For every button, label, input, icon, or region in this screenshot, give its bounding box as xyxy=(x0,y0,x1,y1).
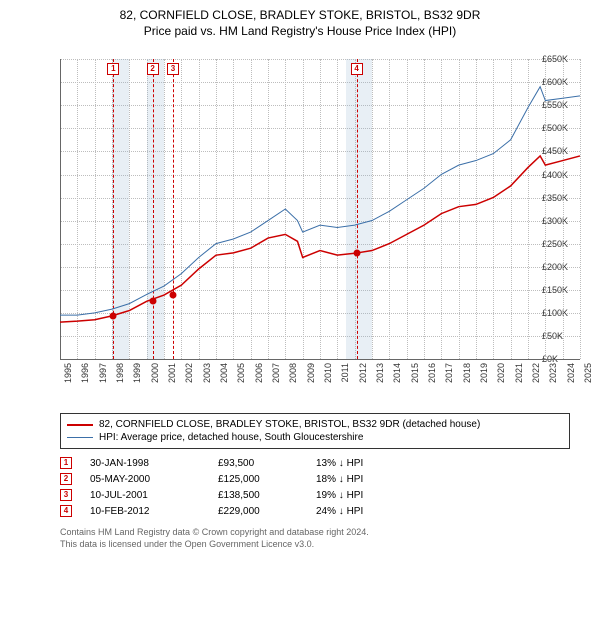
x-tick-label: 2001 xyxy=(167,363,177,383)
footer-line1: Contains HM Land Registry data © Crown c… xyxy=(60,527,590,539)
txn-price: £125,000 xyxy=(218,474,298,485)
txn-marker: 1 xyxy=(60,457,72,469)
x-tick-label: 1997 xyxy=(98,363,108,383)
x-tick-label: 2003 xyxy=(202,363,212,383)
x-tick-label: 2009 xyxy=(306,363,316,383)
txn-date: 05-MAY-2000 xyxy=(90,474,200,485)
x-tick-label: 2005 xyxy=(236,363,246,383)
x-axis xyxy=(60,359,580,360)
x-tick-label: 2015 xyxy=(410,363,420,383)
x-tick-label: 2007 xyxy=(271,363,281,383)
x-tick-label: 1998 xyxy=(115,363,125,383)
x-tick-label: 2023 xyxy=(548,363,558,383)
transactions-table: 1 30-JAN-1998 £93,500 13% ↓ HPI 2 05-MAY-2000… xyxy=(60,455,570,519)
chart-legend: 82, CORNFIELD CLOSE, BRADLEY STOKE, BRIS… xyxy=(60,413,570,449)
sale-dot xyxy=(353,250,360,257)
series-lines xyxy=(60,59,580,359)
txn-vs-hpi: 24% ↓ HPI xyxy=(316,506,426,517)
legend-swatch xyxy=(67,437,93,438)
x-tick-label: 2012 xyxy=(358,363,368,383)
page-title: 82, CORNFIELD CLOSE, BRADLEY STOKE, BRIS… xyxy=(10,8,590,39)
x-tick-label: 2020 xyxy=(496,363,506,383)
x-tick-label: 1999 xyxy=(132,363,142,383)
x-tick-label: 2011 xyxy=(340,363,350,382)
txn-marker: 2 xyxy=(60,473,72,485)
grid-line-v xyxy=(580,59,581,359)
txn-date: 30-JAN-1998 xyxy=(90,458,200,469)
legend-swatch xyxy=(67,424,93,426)
txn-vs-hpi: 18% ↓ HPI xyxy=(316,474,426,485)
x-tick-label: 2024 xyxy=(566,363,576,383)
legend-item: HPI: Average price, detached house, Sout… xyxy=(67,431,563,444)
table-row: 3 10-JUL-2001 £138,500 19% ↓ HPI xyxy=(60,487,570,503)
txn-date: 10-FEB-2012 xyxy=(90,506,200,517)
txn-date: 10-JUL-2001 xyxy=(90,490,200,501)
txn-price: £93,500 xyxy=(218,458,298,469)
x-tick-label: 2018 xyxy=(462,363,472,383)
x-tick-label: 1996 xyxy=(80,363,90,383)
sale-dot xyxy=(149,298,156,305)
sale-dot xyxy=(170,292,177,299)
txn-vs-hpi: 19% ↓ HPI xyxy=(316,490,426,501)
x-tick-label: 2022 xyxy=(531,363,541,383)
series-property xyxy=(60,156,580,322)
x-tick-label: 2016 xyxy=(427,363,437,383)
title-line1: 82, CORNFIELD CLOSE, BRADLEY STOKE, BRIS… xyxy=(10,8,590,24)
x-tick-label: 2017 xyxy=(444,363,454,383)
x-tick-label: 2002 xyxy=(184,363,194,383)
x-tick-label: 2025 xyxy=(583,363,593,383)
txn-vs-hpi: 13% ↓ HPI xyxy=(316,458,426,469)
txn-price: £229,000 xyxy=(218,506,298,517)
table-row: 4 10-FEB-2012 £229,000 24% ↓ HPI xyxy=(60,503,570,519)
txn-marker: 4 xyxy=(60,505,72,517)
x-tick-label: 2004 xyxy=(219,363,229,383)
x-tick-label: 2014 xyxy=(392,363,402,383)
legend-item: 82, CORNFIELD CLOSE, BRADLEY STOKE, BRIS… xyxy=(67,418,563,431)
x-tick-label: 2010 xyxy=(323,363,333,383)
series-hpi xyxy=(60,87,580,315)
table-row: 1 30-JAN-1998 £93,500 13% ↓ HPI xyxy=(60,455,570,471)
x-tick-label: 2019 xyxy=(479,363,489,383)
x-tick-label: 1995 xyxy=(63,363,73,383)
footer-line2: This data is licensed under the Open Gov… xyxy=(60,539,590,551)
table-row: 2 05-MAY-2000 £125,000 18% ↓ HPI xyxy=(60,471,570,487)
sale-dot xyxy=(110,313,117,320)
x-tick-label: 2000 xyxy=(150,363,160,383)
legend-label: HPI: Average price, detached house, Sout… xyxy=(99,432,363,443)
title-line2: Price paid vs. HM Land Registry's House … xyxy=(10,24,590,40)
price-hpi-chart: £0K£50K£100K£150K£200K£250K£300K£350K£40… xyxy=(10,45,590,405)
x-tick-label: 2021 xyxy=(514,363,524,383)
x-tick-label: 2013 xyxy=(375,363,385,383)
txn-price: £138,500 xyxy=(218,490,298,501)
data-attribution: Contains HM Land Registry data © Crown c… xyxy=(60,527,590,550)
txn-marker: 3 xyxy=(60,489,72,501)
x-tick-label: 2006 xyxy=(254,363,264,383)
legend-label: 82, CORNFIELD CLOSE, BRADLEY STOKE, BRIS… xyxy=(99,419,480,430)
x-tick-label: 2008 xyxy=(288,363,298,383)
